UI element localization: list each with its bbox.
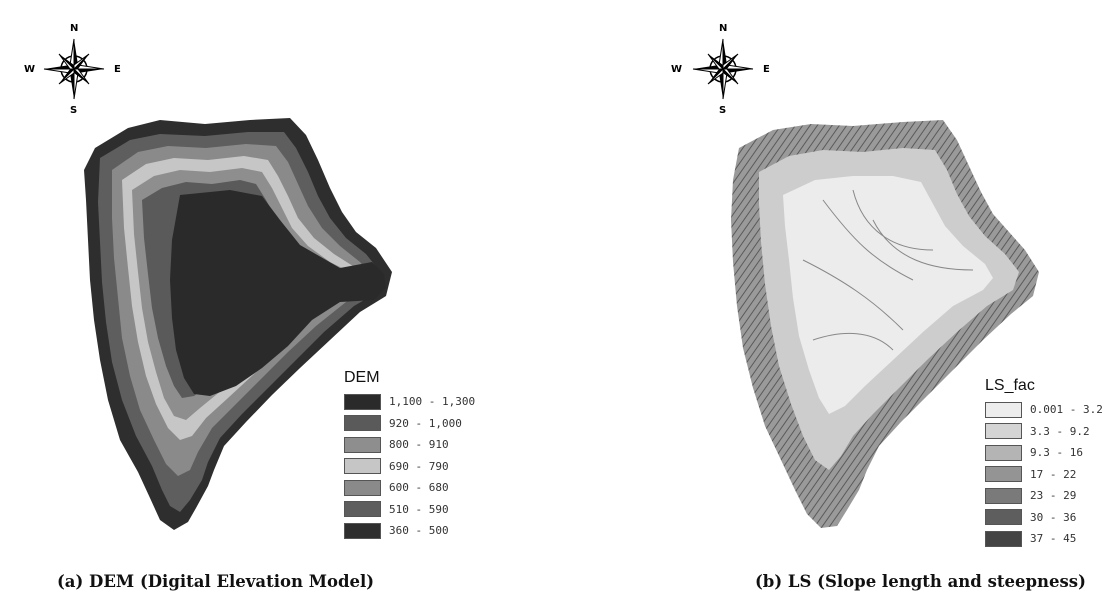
legend-label: 3.3 - 9.2 <box>1030 424 1090 438</box>
compass-north-label: N <box>70 23 79 34</box>
ls-flat-zone <box>783 176 993 414</box>
legend-swatch <box>985 487 1022 504</box>
legend-item: 17 - 22 <box>985 464 1103 486</box>
legend-label: 360 - 500 <box>389 524 449 538</box>
compass-south-label: S <box>70 105 78 116</box>
legend-item: 690 - 790 <box>344 456 475 478</box>
compass-west-label: W <box>671 64 683 75</box>
legend-swatch <box>985 444 1022 461</box>
legend-label: 1,100 - 1,300 <box>389 395 476 409</box>
compass-south-label: S <box>719 105 727 116</box>
legend-swatch <box>985 423 1022 440</box>
legend-item: 920 - 1,000 <box>344 413 475 435</box>
legend-label: 9.3 - 16 <box>1030 446 1083 460</box>
compass-north-label: N <box>719 23 728 34</box>
legend-swatch <box>344 501 381 518</box>
compass-east-label: E <box>114 64 121 75</box>
legend-label: 920 - 1,000 <box>389 416 462 430</box>
legend-swatch <box>985 466 1022 483</box>
legend-label: 800 - 910 <box>389 438 449 452</box>
ls-map <box>731 120 1039 528</box>
legend-item: 600 - 680 <box>344 477 475 499</box>
legend-item: 3.3 - 9.2 <box>985 421 1103 443</box>
compass-east-label: E <box>763 64 770 75</box>
legend-swatch <box>985 509 1022 526</box>
legend-label: 37 - 45 <box>1030 532 1077 546</box>
compass-rose-graphic <box>692 38 754 100</box>
legend-label: 600 - 680 <box>389 481 449 495</box>
dem-map <box>84 118 392 530</box>
legend-swatch <box>344 436 381 453</box>
legend-item: 0.001 - 3.2 <box>985 399 1103 421</box>
ls-caption: (b) LS (Slope length and steepness) <box>755 572 1086 591</box>
legend-swatch <box>344 522 381 539</box>
legend-label: 23 - 29 <box>1030 489 1077 503</box>
legend-swatch <box>344 415 381 432</box>
legend-item: 1,100 - 1,300 <box>344 391 475 413</box>
legend-item: 800 - 910 <box>344 434 475 456</box>
legend-swatch <box>985 530 1022 547</box>
legend-label: 0.001 - 3.2 <box>1030 403 1103 417</box>
legend-swatch <box>344 458 381 475</box>
legend-label: 510 - 590 <box>389 502 449 516</box>
dem-legend: DEM 1,100 - 1,300 920 - 1,000 800 - 910 690… <box>344 369 475 542</box>
compass-rose-graphic <box>43 38 105 100</box>
ls-drainage-lines <box>802 189 974 351</box>
ls-panel: N S E W LS_fac 0.001 - 3.2 3.3 - 9.2 9.3 -… <box>553 0 1105 613</box>
ls-legend-title: LS_fac <box>985 377 1035 394</box>
legend-label: 17 - 22 <box>1030 467 1077 481</box>
dem-panel: N S E W DEM 1,100 - 1,300 920 - 1,000 800 … <box>0 0 552 613</box>
legend-swatch <box>344 393 381 410</box>
dem-legend-title: DEM <box>344 369 380 386</box>
dem-legend-rows: 1,100 - 1,300 920 - 1,000 800 - 910 690 - 7… <box>344 391 475 542</box>
legend-label: 30 - 36 <box>1030 510 1077 524</box>
legend-item: 9.3 - 16 <box>985 442 1103 464</box>
legend-item: 30 - 36 <box>985 507 1103 529</box>
legend-item: 23 - 29 <box>985 485 1103 507</box>
dem-caption: (a) DEM (Digital Elevation Model) <box>57 572 375 591</box>
legend-item: 37 - 45 <box>985 528 1103 550</box>
legend-item: 510 - 590 <box>344 499 475 521</box>
dem-band-1100-1300 <box>170 190 386 396</box>
legend-label: 690 - 790 <box>389 459 449 473</box>
compass-west-label: W <box>24 64 36 75</box>
legend-swatch <box>985 401 1022 418</box>
legend-swatch <box>344 479 381 496</box>
ls-legend: LS_fac 0.001 - 3.2 3.3 - 9.2 9.3 - 16 17 - … <box>985 377 1103 550</box>
legend-item: 360 - 500 <box>344 520 475 542</box>
ls-legend-rows: 0.001 - 3.2 3.3 - 9.2 9.3 - 16 17 - 22 23 - … <box>985 399 1103 550</box>
